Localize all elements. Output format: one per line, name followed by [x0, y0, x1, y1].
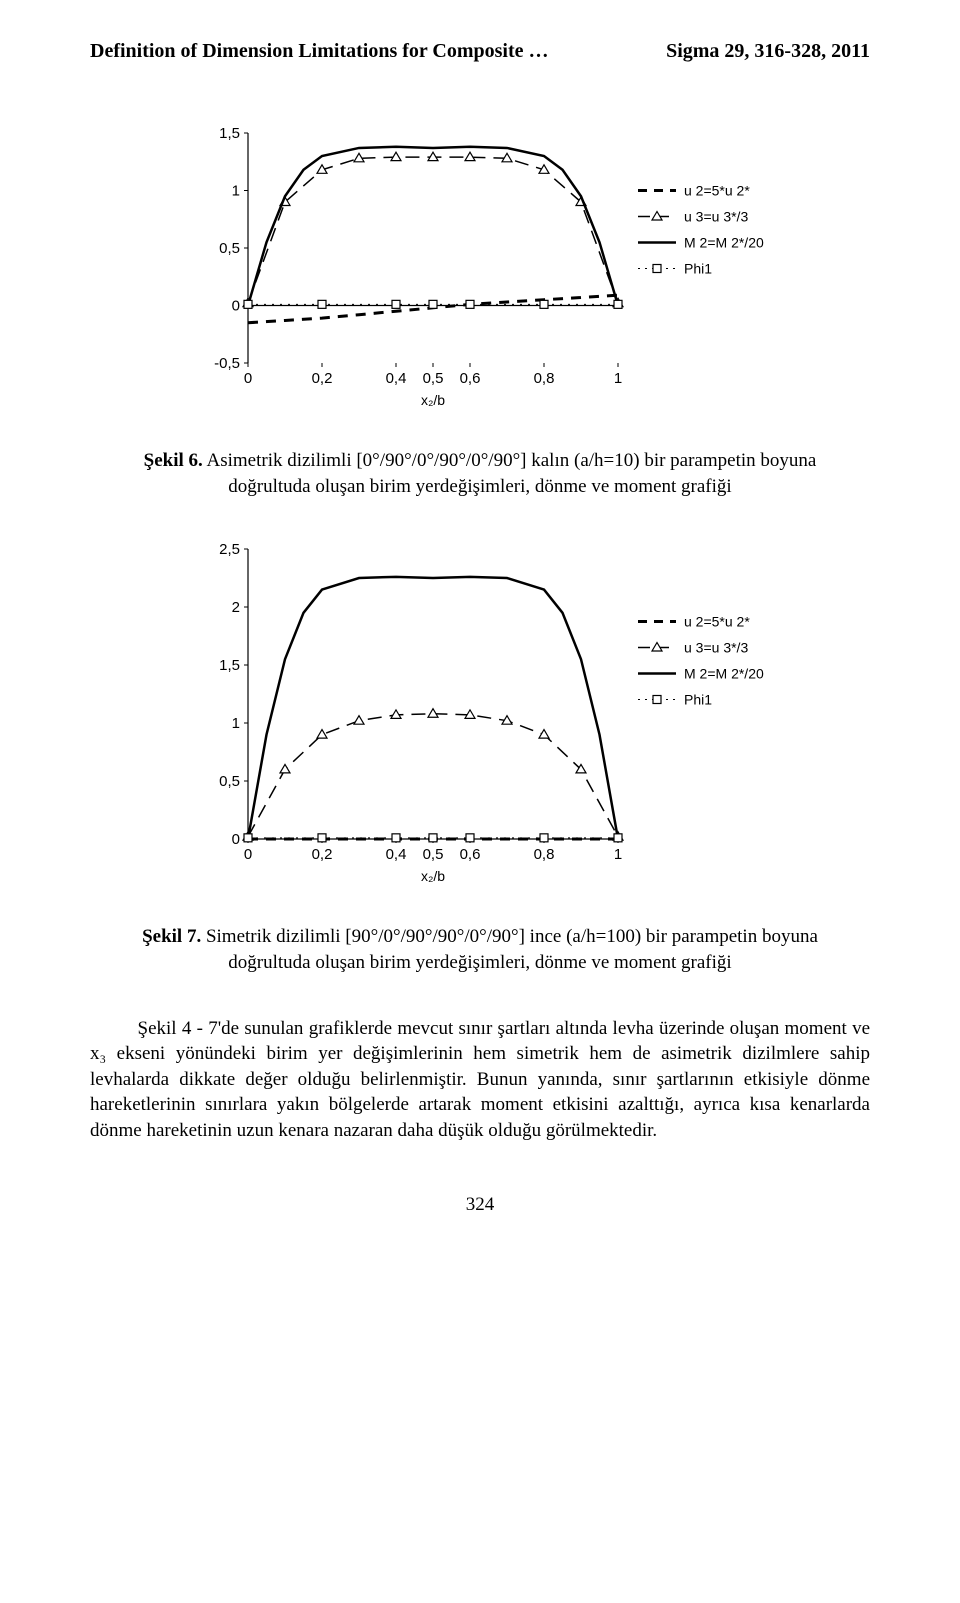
svg-text:2,5: 2,5	[219, 541, 240, 558]
svg-text:0,5: 0,5	[422, 846, 443, 863]
chart-sekil-6: -0,500,511,500,20,40,50,60,81x₂/bu 2=5*u…	[193, 123, 768, 418]
caption7-bold: Şekil 7.	[142, 926, 201, 947]
svg-text:0,2: 0,2	[311, 846, 332, 863]
body-paragraph: Şekil 4 - 7'de sunulan grafiklerde mevcu…	[90, 1016, 870, 1144]
svg-text:2: 2	[231, 599, 239, 616]
svg-text:0,5: 0,5	[219, 240, 240, 257]
svg-text:1: 1	[231, 183, 239, 200]
svg-text:1: 1	[613, 846, 621, 863]
svg-text:u 3=u 3*/3: u 3=u 3*/3	[684, 209, 748, 225]
body-text: Şekil 4 - 7'de sunulan grafiklerde mevcu…	[90, 1018, 870, 1142]
svg-text:Phi1: Phi1	[684, 692, 712, 708]
caption6-text: Asimetrik dizilimli [0°/90°/0°/90°/0°/90…	[203, 450, 817, 497]
svg-text:1: 1	[231, 715, 239, 732]
svg-text:1: 1	[613, 370, 621, 387]
svg-text:x₂/b: x₂/b	[420, 868, 444, 884]
running-head-right: Sigma 29, 316-328, 2011	[666, 40, 870, 63]
svg-text:Phi1: Phi1	[684, 261, 712, 277]
svg-text:1,5: 1,5	[219, 125, 240, 142]
svg-text:0,2: 0,2	[311, 370, 332, 387]
svg-text:u 2=5*u 2*: u 2=5*u 2*	[684, 183, 750, 199]
caption-sekil-7: Şekil 7. Simetrik dizilimli [90°/0°/90°/…	[130, 924, 830, 975]
svg-text:M 2=M 2*/20: M 2=M 2*/20	[684, 666, 764, 682]
svg-text:0: 0	[231, 831, 239, 848]
svg-text:0,6: 0,6	[459, 370, 480, 387]
running-head-left: Definition of Dimension Limitations for …	[90, 40, 549, 63]
caption6-bold: Şekil 6.	[144, 450, 203, 471]
figure-6: -0,500,511,500,20,40,50,60,81x₂/bu 2=5*u…	[90, 123, 870, 418]
caption-sekil-6: Şekil 6. Asimetrik dizilimli [0°/90°/0°/…	[130, 448, 830, 499]
svg-text:M 2=M 2*/20: M 2=M 2*/20	[684, 235, 764, 251]
svg-text:0: 0	[231, 298, 239, 315]
svg-text:0,5: 0,5	[422, 370, 443, 387]
svg-text:0,5: 0,5	[219, 773, 240, 790]
figure-7: 0 0,5 1 1,5 2 2,5 0 0,2 0,4 0,5 0,6 0,8 1 x₂/b u 2=5*u…	[90, 539, 870, 894]
svg-text:0: 0	[243, 370, 251, 387]
svg-text:x₂/b: x₂/b	[420, 392, 444, 408]
svg-text:u 3=u 3*/3: u 3=u 3*/3	[684, 640, 748, 656]
svg-text:-0,5: -0,5	[214, 355, 240, 372]
svg-text:1,5: 1,5	[219, 657, 240, 674]
svg-text:0,4: 0,4	[385, 846, 406, 863]
page-number: 324	[90, 1194, 870, 1216]
chart-sekil-7: 0 0,5 1 1,5 2 2,5 0 0,2 0,4 0,5 0,6 0,8 1 x₂/b u 2=5*u…	[193, 539, 768, 894]
svg-text:0,8: 0,8	[533, 846, 554, 863]
svg-text:0: 0	[243, 846, 251, 863]
svg-text:0,6: 0,6	[459, 846, 480, 863]
svg-text:0,4: 0,4	[385, 370, 406, 387]
svg-text:u 2=5*u 2*: u 2=5*u 2*	[684, 614, 750, 630]
svg-text:0,8: 0,8	[533, 370, 554, 387]
caption7-text: Simetrik dizilimli [90°/0°/90°/90°/0°/90…	[201, 926, 818, 973]
